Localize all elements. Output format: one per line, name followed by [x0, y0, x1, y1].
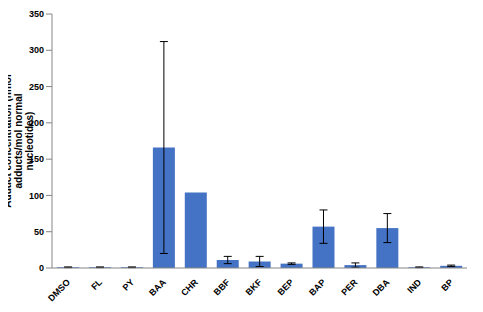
svg-text:BAA: BAA: [147, 277, 168, 298]
svg-text:FL: FL: [89, 277, 104, 292]
svg-text:PER: PER: [339, 277, 360, 298]
svg-text:PY: PY: [120, 277, 136, 293]
svg-text:BBF: BBF: [212, 277, 233, 298]
svg-text:350: 350: [29, 9, 44, 19]
svg-text:adducts/mol normal: adducts/mol normal: [13, 93, 24, 188]
svg-text:BP: BP: [439, 277, 455, 293]
svg-text:250: 250: [29, 82, 44, 92]
svg-text:300: 300: [29, 45, 44, 55]
svg-text:DMSO: DMSO: [46, 277, 72, 303]
svg-text:BKF: BKF: [244, 277, 265, 298]
svg-text:BEP: BEP: [276, 277, 296, 297]
svg-text:CHR: CHR: [179, 277, 200, 298]
svg-text:IND: IND: [405, 277, 423, 295]
svg-text:100: 100: [29, 191, 44, 201]
svg-text:50: 50: [34, 227, 44, 237]
svg-text:200: 200: [29, 118, 44, 128]
svg-text:DBA: DBA: [371, 277, 392, 298]
svg-text:BAP: BAP: [307, 277, 328, 298]
svg-text:150: 150: [29, 154, 44, 164]
svg-text:0: 0: [39, 263, 44, 273]
